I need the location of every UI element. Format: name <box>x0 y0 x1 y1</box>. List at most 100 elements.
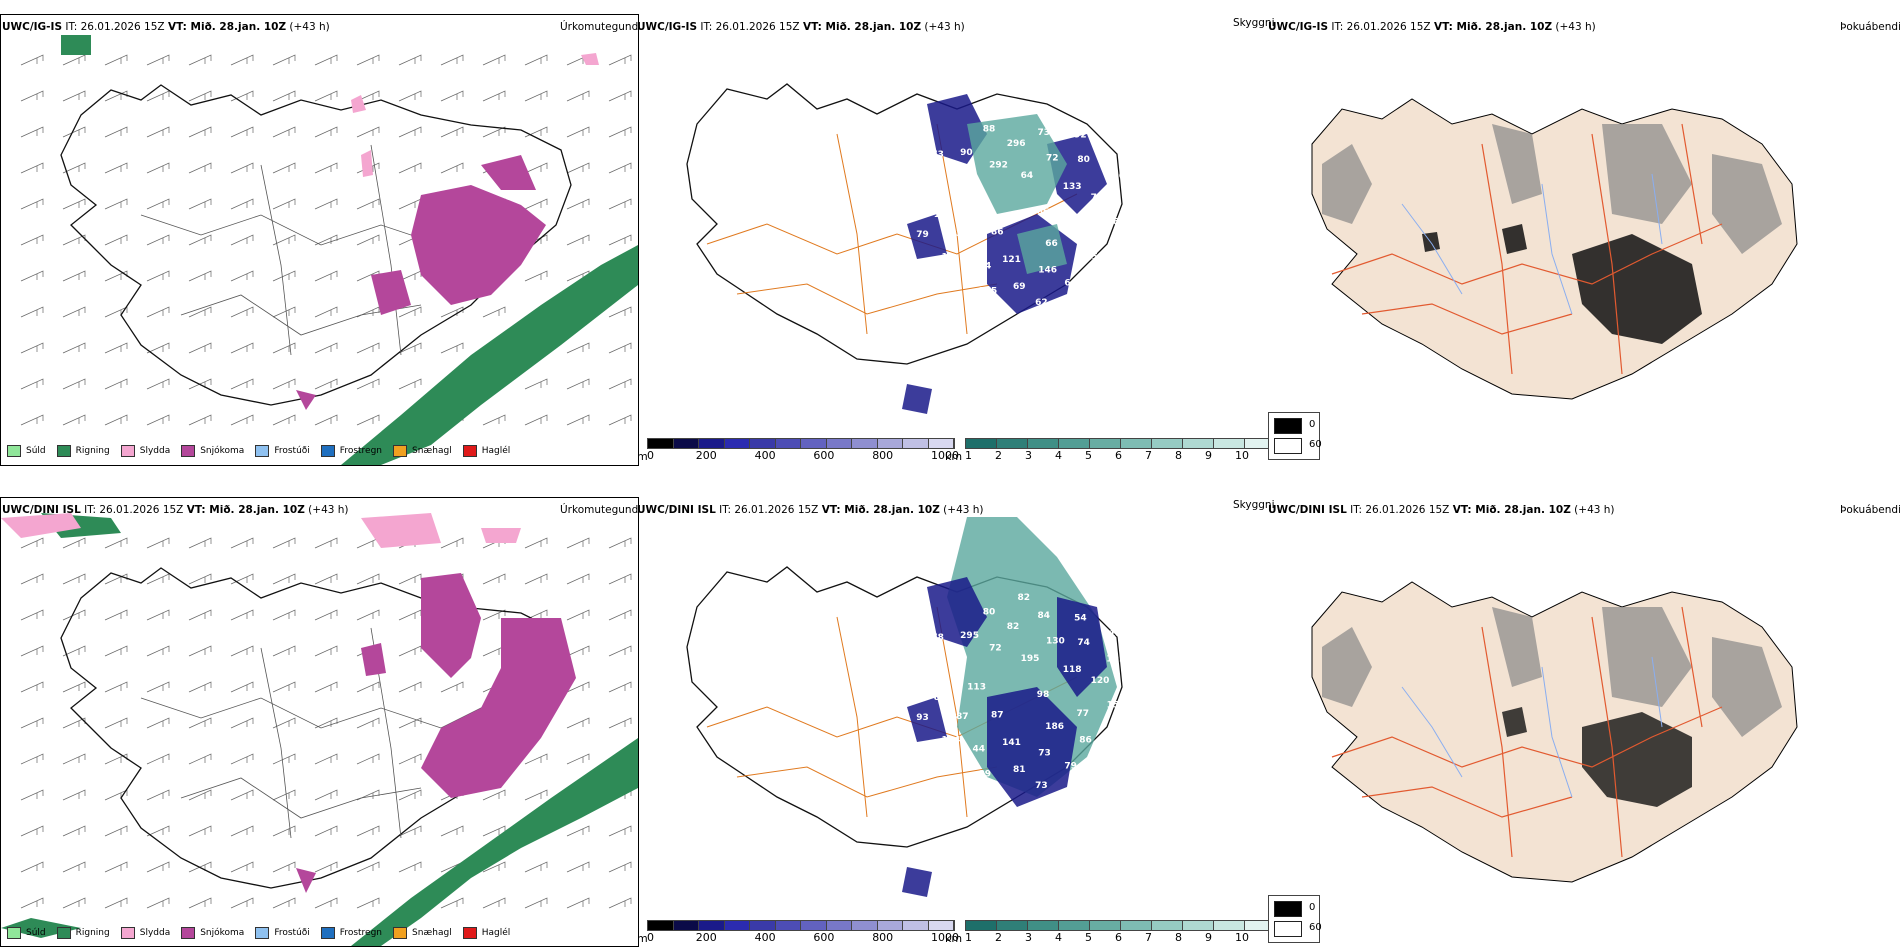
visibility-panel-bottom: 98 87 195 186 113 118 141 72 77 87 130 73 76 120 44 82 8… <box>637 497 1262 945</box>
cloud-base-area <box>902 577 1107 897</box>
colorbar-cell <box>1028 439 1059 448</box>
legend-swatch <box>120 445 135 457</box>
wind-barb <box>20 54 44 66</box>
wind-barb <box>62 90 86 102</box>
wind-barb <box>272 753 296 765</box>
wind-barb <box>104 342 128 354</box>
colorbar-tick-label: 10 <box>1235 449 1249 462</box>
colorbar-tick-label: 800 <box>872 449 894 462</box>
wind-barb <box>20 753 44 765</box>
wind-barb <box>188 90 212 102</box>
cloud-base-label: 73 <box>1038 128 1051 138</box>
colorbar-cell <box>801 921 827 930</box>
wind-barb <box>20 537 44 549</box>
legend-item: Frostregn <box>320 927 382 939</box>
wind-barb <box>272 681 296 693</box>
wind-barb <box>608 90 632 102</box>
wind-barb <box>62 54 86 66</box>
legend-swatch <box>320 927 335 939</box>
wind-barb <box>272 537 296 549</box>
legend-swatch <box>320 445 335 457</box>
legend-label: Súld <box>26 928 46 938</box>
river-network <box>1401 656 1663 798</box>
wind-barb <box>314 54 338 66</box>
wind-barb <box>188 573 212 585</box>
wind-barb <box>20 90 44 102</box>
colorbar-tick-label: 10 <box>1235 931 1249 944</box>
fog-map-top <box>1311 98 1798 400</box>
wind-barb <box>146 414 170 426</box>
wind-barb <box>566 414 590 426</box>
cloud-base-label: 54 <box>1074 613 1087 623</box>
wind-barb <box>356 573 380 585</box>
colorbar-tick-label: 800 <box>872 931 894 944</box>
colorbar-cell <box>826 439 852 448</box>
lead-time: (+43 h) <box>289 21 330 33</box>
colorbar-tick-label: 3 <box>1025 931 1032 944</box>
cloud-base-label: 18 <box>1109 629 1122 639</box>
title-fog-top: Þokuábendi <box>1840 21 1900 33</box>
wind-barb <box>146 54 170 66</box>
wind-barb <box>230 198 254 210</box>
legend-item: Rigning <box>56 927 110 939</box>
wind-barb <box>146 198 170 210</box>
header-visibility-bottom: UWC/DINI ISL IT: 26.01.2026 15Z VT: Mið.… <box>637 503 984 517</box>
wind-barb <box>230 270 254 282</box>
wind-barb <box>272 897 296 909</box>
wind-barb <box>524 753 548 765</box>
colorbar-tick-label: 2 <box>995 449 1002 462</box>
colorbar-cell <box>699 439 725 448</box>
wind-barb <box>272 162 296 174</box>
colorbar-cell <box>673 439 699 448</box>
cloud-base-labels-top: 86 86 64 66 84 133 121 292 88 37 72 146 389 77 264 296 1… <box>916 125 1126 308</box>
wind-barb <box>398 198 422 210</box>
wind-barb <box>314 753 338 765</box>
iceland-land <box>1311 98 1798 400</box>
precip-sleet-area <box>1 513 521 548</box>
colorbar-unit: m <box>637 450 648 463</box>
cloud-base-label: 98 <box>1037 690 1050 700</box>
cloud-base-label: 118 <box>1063 665 1082 675</box>
wind-barb <box>20 573 44 585</box>
wind-barb <box>356 897 380 909</box>
wind-barb <box>314 306 338 318</box>
lead-time: (+43 h) <box>924 21 965 33</box>
colorbar-cell <box>1090 439 1121 448</box>
legend-item: Frostregn <box>320 445 382 457</box>
legend-label: Frostúði <box>274 446 310 456</box>
cloud-base-label: 120 <box>1091 676 1110 686</box>
wind-barb <box>314 537 338 549</box>
cloud-base-label: 82 <box>1018 593 1031 603</box>
wind-barb <box>566 753 590 765</box>
wind-barb <box>62 537 86 549</box>
wind-barb <box>20 414 44 426</box>
wind-barb <box>608 378 632 390</box>
wind-barb <box>608 414 632 426</box>
wind-barb <box>104 234 128 246</box>
wind-barb <box>314 717 338 729</box>
wind-barb <box>314 573 338 585</box>
wind-barb <box>104 645 128 657</box>
wind-barb <box>146 645 170 657</box>
wind-barb <box>524 414 548 426</box>
wind-barb <box>146 861 170 873</box>
wind-barb <box>188 270 212 282</box>
cloud-base-label: 83 <box>934 693 947 703</box>
wind-barb <box>356 609 380 621</box>
cloud-base-label: 44 <box>972 745 985 755</box>
cloud-base-label: 80 <box>1077 155 1090 165</box>
colorbar-tick-label: 200 <box>695 931 717 944</box>
wind-barb <box>20 645 44 657</box>
legend-swatch <box>255 445 270 457</box>
colorbar-cell <box>852 439 878 448</box>
wind-barb <box>146 306 170 318</box>
wind-barb <box>20 126 44 138</box>
wind-barb <box>566 825 590 837</box>
wind-barb <box>356 198 380 210</box>
wind-barb <box>398 342 422 354</box>
wind-barb <box>230 753 254 765</box>
init-time: IT: 26.01.2026 15Z <box>1350 504 1450 516</box>
wind-barb <box>188 753 212 765</box>
wind-barb <box>146 378 170 390</box>
wind-barb <box>188 537 212 549</box>
